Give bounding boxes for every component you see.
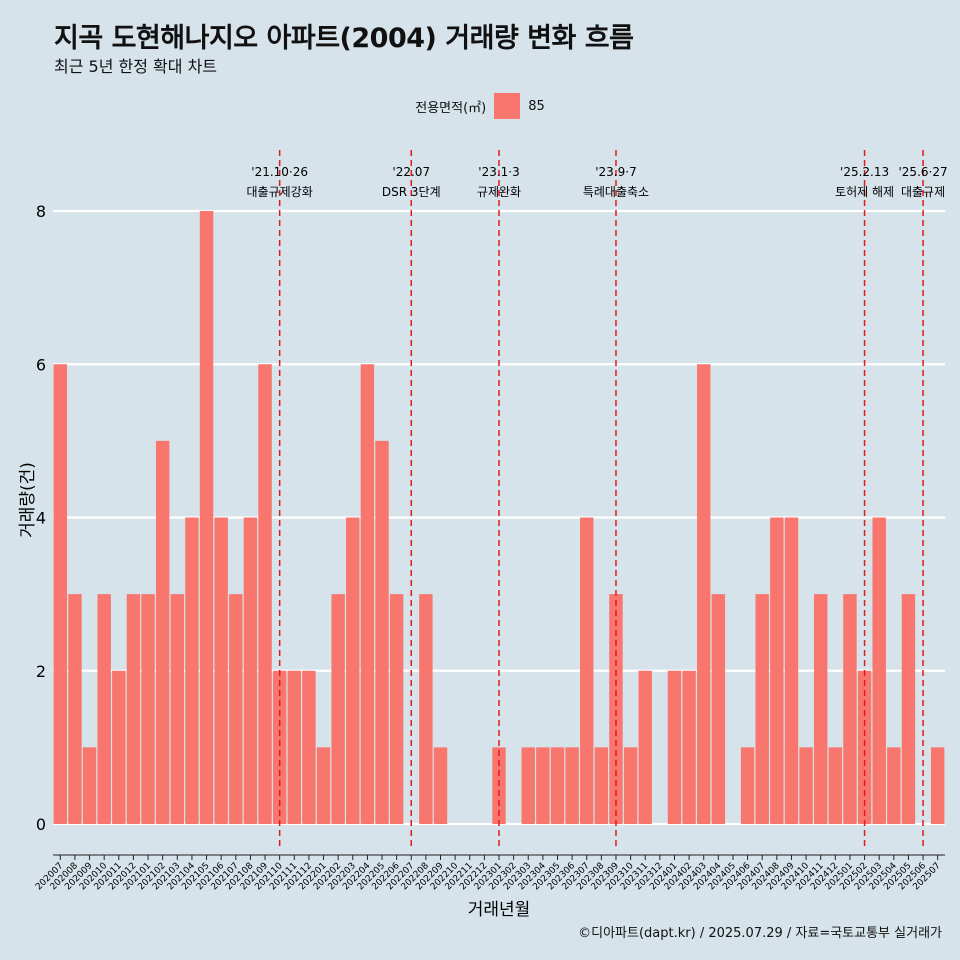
bar bbox=[843, 594, 857, 824]
bar bbox=[433, 747, 448, 824]
bar bbox=[682, 670, 696, 824]
legend-title: 전용면적(㎡) bbox=[415, 100, 487, 116]
event-date-label: '22.07 bbox=[392, 165, 430, 179]
legend-item-label: 85 bbox=[528, 98, 545, 114]
bar bbox=[185, 517, 199, 824]
bar bbox=[740, 747, 755, 824]
bar bbox=[214, 517, 228, 824]
bar bbox=[755, 594, 769, 824]
y-axis-title: 거래량(건) bbox=[18, 462, 38, 538]
bar bbox=[419, 594, 433, 824]
bar bbox=[97, 594, 111, 824]
bar bbox=[697, 364, 711, 824]
event-date-label: '23.1·3 bbox=[478, 165, 519, 179]
bar bbox=[287, 670, 301, 824]
bar bbox=[389, 594, 404, 824]
bar bbox=[536, 747, 550, 824]
chart-title: 지곡 도현해나지오 아파트(2004) 거래량 변화 흐름 bbox=[54, 23, 634, 54]
bar bbox=[550, 747, 565, 824]
bar bbox=[857, 670, 872, 824]
bar bbox=[930, 747, 945, 824]
bar bbox=[68, 594, 82, 824]
event-date-label: '25.2.13 bbox=[840, 165, 889, 179]
bar bbox=[711, 594, 726, 824]
bar bbox=[258, 364, 272, 824]
y-tick-label: 2 bbox=[36, 662, 46, 681]
y-tick-label: 0 bbox=[36, 815, 46, 834]
bar bbox=[141, 594, 155, 824]
event-name-label: 토허제 해제 bbox=[835, 185, 894, 199]
bar bbox=[112, 670, 126, 824]
bar bbox=[53, 364, 68, 824]
bar bbox=[316, 747, 331, 824]
x-axis-title: 거래년월 bbox=[468, 900, 531, 920]
bar bbox=[375, 440, 389, 824]
y-tick-label: 8 bbox=[36, 202, 46, 221]
event-date-label: '21.10·26 bbox=[251, 165, 308, 179]
legend-swatch bbox=[494, 93, 521, 119]
event-name-label: 규제완화 bbox=[477, 185, 521, 199]
bar bbox=[155, 440, 170, 824]
event-date-label: '23.9·7 bbox=[595, 165, 636, 179]
bar bbox=[813, 594, 828, 824]
bar bbox=[170, 594, 185, 824]
bar bbox=[623, 747, 638, 824]
source-caption: ©디아파트(dapt.kr) / 2025.07.29 / 자료=국토교통부 실… bbox=[578, 926, 942, 941]
bar bbox=[126, 594, 141, 824]
y-tick-label: 4 bbox=[36, 509, 46, 528]
bar bbox=[229, 594, 243, 824]
bar bbox=[272, 670, 287, 824]
legend: 전용면적(㎡) 85 bbox=[0, 93, 960, 119]
bar bbox=[638, 670, 652, 824]
bar bbox=[360, 364, 375, 824]
bar bbox=[521, 747, 535, 824]
bar bbox=[901, 594, 916, 824]
event-date-label: '25.6·27 bbox=[899, 165, 948, 179]
bar bbox=[784, 517, 799, 824]
bar bbox=[594, 747, 609, 824]
event-name-label: 특례대출축소 bbox=[583, 185, 649, 199]
bar bbox=[302, 670, 316, 824]
event-name-label: 대출규제강화 bbox=[247, 185, 313, 199]
bar bbox=[609, 594, 623, 824]
bar bbox=[346, 517, 360, 824]
bar bbox=[82, 747, 97, 824]
bar bbox=[770, 517, 784, 824]
bar bbox=[799, 747, 813, 824]
bar bbox=[565, 747, 579, 824]
bar bbox=[243, 517, 258, 824]
bar bbox=[331, 594, 345, 824]
bar bbox=[828, 747, 843, 824]
bar bbox=[887, 747, 901, 824]
bar bbox=[667, 670, 682, 824]
bar bbox=[872, 517, 886, 824]
bar bbox=[199, 211, 214, 824]
chart-subtitle: 최근 5년 한정 확대 차트 bbox=[54, 57, 218, 76]
y-tick-label: 6 bbox=[36, 355, 46, 374]
event-name-label: DSR 3단계 bbox=[382, 185, 441, 199]
bar bbox=[580, 517, 594, 824]
event-name-label: 대출규제 bbox=[901, 185, 945, 199]
